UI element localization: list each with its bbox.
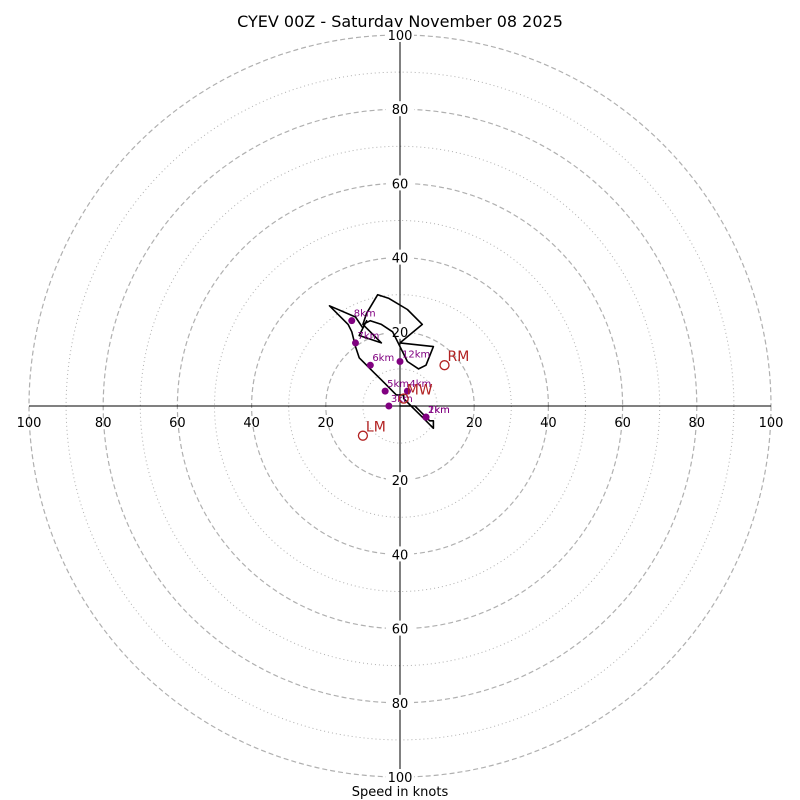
tick-label-left: 60: [169, 416, 186, 431]
height-marker-label: 1km: [428, 405, 450, 416]
tick-label-bg: [386, 546, 414, 562]
height-marker-label: 12km: [402, 349, 430, 360]
tick-label-bg: [386, 694, 414, 710]
tick-label-left: 20: [318, 416, 335, 431]
tick-label-bg: [386, 472, 414, 488]
tick-label-top: 40: [392, 252, 409, 267]
motion-label: RM: [448, 349, 470, 365]
motion-label: MW: [407, 383, 433, 399]
height-marker-label: 5km: [387, 379, 409, 390]
tick-label-bg: [386, 620, 414, 636]
tick-label-right: 80: [689, 416, 706, 431]
height-marker-label: 6km: [372, 353, 394, 364]
height-marker-point: [422, 413, 430, 421]
motion-marker: [439, 360, 450, 371]
motion-label: LM: [366, 420, 386, 436]
tick-label-bottom: 40: [392, 548, 409, 563]
tick-label-right: 60: [614, 416, 631, 431]
motion-marker: [357, 430, 369, 441]
tick-label-left: 100: [17, 416, 42, 431]
tick-label-top: 60: [392, 177, 409, 192]
height-marker-label: 4km: [409, 379, 431, 390]
tick-label-top: 80: [392, 103, 409, 118]
tick-label-left: 80: [95, 416, 112, 431]
tick-label-bottom: 20: [392, 474, 409, 489]
height-marker-point: [351, 339, 359, 347]
x-axis-label: Speed in knots: [352, 785, 449, 800]
tick-label-bg: [386, 323, 414, 339]
storm-motion-points: RM LM MW: [357, 349, 470, 441]
tick-label-bottom: 100: [388, 771, 413, 786]
tick-label-bottom: 60: [392, 623, 409, 638]
tick-label-top: 100: [388, 29, 413, 44]
motion-marker: [398, 393, 409, 404]
height-marker-point: [403, 387, 411, 395]
height-marker-label: 8km: [354, 309, 376, 320]
tick-label-bg: [386, 249, 414, 265]
height-marker-point: [348, 317, 356, 325]
height-marker-point: [396, 357, 404, 365]
tick-label-bg: [386, 175, 414, 191]
tick-label-bg: [386, 27, 414, 42]
tick-label-bg: [386, 101, 414, 117]
height-marker-label: 3km: [391, 394, 413, 405]
hodograph-line: [328, 293, 435, 430]
height-marker-point: [381, 387, 389, 395]
height-marker-label: 7km: [357, 331, 379, 342]
tick-label-right: 40: [540, 416, 557, 431]
chart-title: CYEV 00Z - Saturday November 08 2025: [237, 12, 563, 31]
height-marker-point: [385, 402, 393, 410]
height-marker-point: [366, 361, 374, 369]
tick-label-bg: [386, 769, 414, 784]
tick-label-left: 40: [243, 416, 260, 431]
hodograph: [328, 293, 435, 430]
tick-label-right: 20: [466, 416, 483, 431]
tick-label-bottom: 80: [392, 697, 409, 712]
height-marker-label: 2km: [428, 405, 450, 416]
tick-label-right: 100: [759, 416, 784, 431]
